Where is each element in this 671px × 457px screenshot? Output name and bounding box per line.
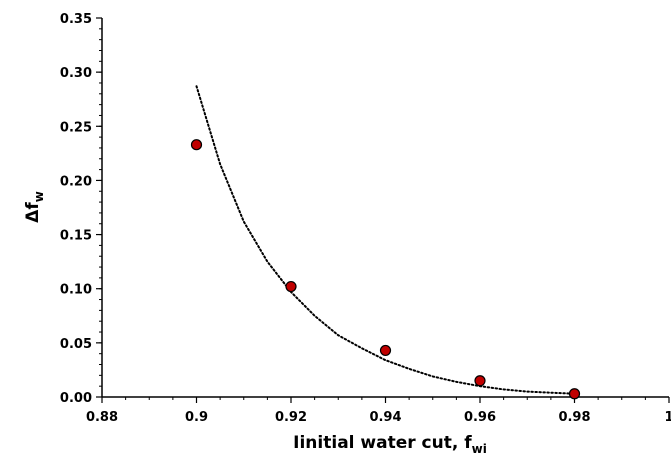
- y-tick-label: 0.05: [60, 337, 92, 352]
- x-tick-label: 1: [664, 410, 671, 425]
- x-tick-label: 0.92: [275, 410, 307, 425]
- x-tick-label: 0.94: [369, 410, 401, 425]
- trendline-path: [195, 85, 576, 395]
- y-tick-label: 0.10: [60, 283, 92, 298]
- x-tick-label: 0.9: [185, 410, 208, 425]
- x-tick-label: 0.88: [86, 410, 118, 425]
- y-axis-title-main: Δf: [23, 202, 43, 223]
- data-point: [568, 388, 581, 400]
- x-tick-label: 0.96: [464, 410, 496, 425]
- trendline: [195, 85, 576, 395]
- tick-labels: 0.88 0.9 0.92 0.94 0.96 0.98 1 0.00 0.05 0.10 0.15…: [60, 12, 671, 425]
- x-axis-title-main: Iinitial water cut, f: [293, 433, 472, 453]
- axes: [101, 18, 669, 398]
- data-points: [190, 139, 581, 400]
- data-point: [190, 139, 203, 151]
- y-tick-label: 0.15: [60, 229, 92, 244]
- y-tick-label: 0.30: [60, 66, 92, 81]
- data-point: [285, 280, 297, 293]
- data-point: [379, 344, 392, 357]
- ticks: [96, 17, 670, 403]
- y-tick-label: 0.00: [60, 391, 92, 406]
- y-axis-title: Δfw: [23, 191, 46, 223]
- y-tick-label: 0.35: [60, 12, 92, 27]
- x-axis-title-sub: wi: [472, 442, 487, 456]
- y-axis-title-sub: w: [32, 191, 46, 202]
- y-tick-label: 0.20: [60, 174, 92, 189]
- x-tick-label: 0.98: [558, 410, 590, 425]
- y-tick-label: 0.25: [60, 120, 92, 135]
- data-point: [474, 375, 486, 387]
- x-axis-title: Iinitial water cut, fwi: [293, 433, 487, 456]
